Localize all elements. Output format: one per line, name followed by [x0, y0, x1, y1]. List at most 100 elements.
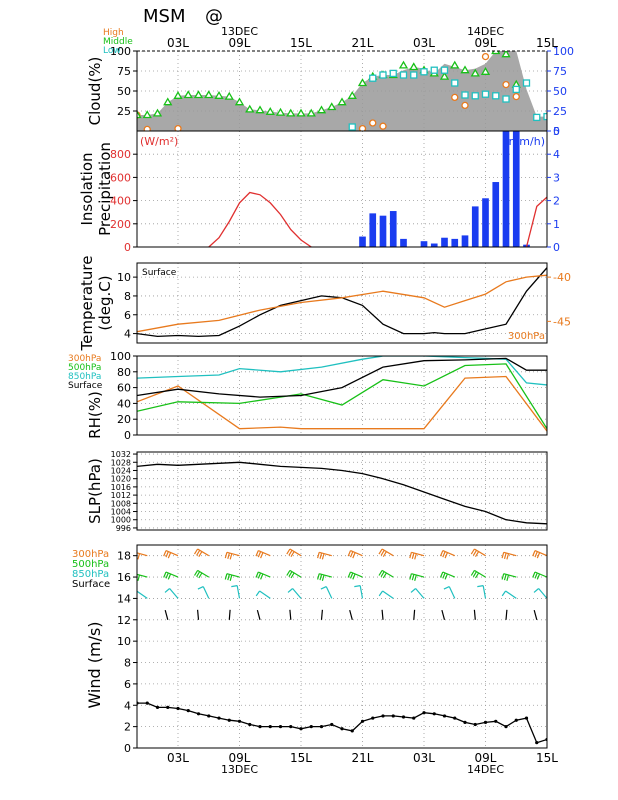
wind-barb-300hpa [255, 550, 271, 559]
y-tick-label: 0 [124, 429, 131, 442]
legend-low: Low [103, 46, 121, 56]
cloud-low-point [348, 123, 356, 131]
insol-frame [136, 130, 548, 248]
y-tick-label: 75 [117, 65, 131, 78]
y-tick-label: 50 [117, 85, 131, 98]
wind-speed-point [278, 725, 283, 729]
time-label: 15L [536, 36, 558, 50]
precip-bar [420, 241, 428, 247]
rh-legend-850hpa: 850hPa [68, 372, 101, 382]
time-label: 21L [352, 36, 374, 50]
wind-barb-surface [228, 609, 231, 620]
cloud-middle-point [296, 108, 306, 117]
date-label: 14DEC [467, 763, 504, 776]
wind-legend-850hpa: 850hPa [72, 569, 109, 580]
time-label: 15L [536, 751, 558, 765]
rh-panel: 0 20 40 60 80 100 300hPa500hPa850hPaSurfaceRH(… [68, 350, 548, 442]
y-axis-label: Precipitation [96, 142, 114, 236]
cloud-low-point [471, 92, 479, 100]
y-tick-label: 80 [117, 366, 131, 379]
date-label: 13DEC [221, 25, 258, 38]
precip-bar [502, 131, 510, 247]
cloud-middle-point [173, 91, 183, 99]
rh-frame [136, 355, 548, 436]
wind-barb-300hpa [286, 548, 302, 558]
cloud-low-point [440, 66, 449, 74]
cloud-middle-point [193, 90, 204, 99]
wind-barb-850hpa [287, 588, 302, 599]
y-tick-label: 1020 [111, 475, 131, 484]
wind-barb-500hpa [224, 573, 240, 581]
wind-speed-point [340, 727, 344, 731]
time-label: 03L [413, 751, 435, 765]
wind-speed-point [432, 712, 436, 716]
wind-barb-300hpa [224, 551, 240, 560]
cloud-low-point [420, 68, 428, 76]
wind-barb-300hpa [409, 551, 425, 560]
y-tick-label: 200 [110, 218, 131, 231]
cloud-high-point [174, 124, 182, 131]
y-tick-label: 12 [117, 614, 131, 627]
y-tick-label: 1012 [111, 491, 131, 500]
temp-right-tick-label: -40 [553, 271, 571, 284]
y-axis-label: SLP(hPa) [86, 458, 104, 524]
y-tick-label: 16 [117, 571, 131, 584]
y-tick-label: 4 [124, 328, 131, 341]
precip-bar [471, 206, 479, 247]
wind-barb-500hpa [378, 569, 394, 579]
cloud-plot-area [137, 51, 547, 131]
wind-barb-850hpa [410, 588, 425, 599]
y-axis-label: Temperature [78, 255, 96, 351]
cloud-high-point [461, 101, 469, 110]
y-tick-label: 6 [124, 309, 131, 322]
wind-speed-point [176, 706, 180, 711]
time-label: 03L [167, 751, 189, 765]
y-tick-label: 1028 [111, 458, 131, 467]
temp-line-surface [137, 267, 547, 338]
wind-speed-point [514, 718, 518, 722]
rh-legend-500hpa: 500hPa [68, 363, 101, 373]
wind-barb-300hpa [317, 551, 332, 560]
wind-barb-300hpa [501, 551, 517, 560]
wind-speed-point [504, 725, 508, 729]
wind-speed-point [473, 722, 477, 727]
y-tick-label: 10 [117, 635, 131, 648]
precip-bar [512, 131, 520, 247]
cloud-middle-point [398, 60, 409, 69]
wind-speed-point [207, 714, 211, 718]
precip-bar [461, 235, 469, 247]
cloud-low-point [481, 90, 490, 98]
precip-bar [430, 243, 438, 247]
wind-speed-point [483, 720, 488, 724]
wind-barb-surface [197, 609, 200, 620]
wind-barb-850hpa [354, 585, 364, 599]
cloud-middle-point [286, 108, 296, 117]
wind-speed-point [524, 716, 529, 720]
cloud-middle-point [337, 97, 347, 106]
wind-frame [136, 544, 548, 749]
wind-speed-line [137, 702, 547, 744]
cloud-low-point [399, 71, 408, 79]
insolation-precip-panel: 0 200 400 600 800 0 1 2 3 4 5 (W/m²) (mm/h) Insolatio… [78, 125, 560, 254]
chart-title: MSM [143, 6, 186, 27]
rh-line-300hpa [137, 375, 547, 432]
insolation-line [525, 196, 547, 247]
y2-tick-label: 100 [553, 45, 574, 58]
rh-legend-surface: Surface [68, 381, 103, 391]
precip-bar [369, 213, 377, 247]
y-tick-label: 40 [117, 397, 131, 410]
wind-barb-500hpa [193, 569, 210, 579]
y-tick-label: 1016 [111, 483, 131, 492]
slp-line [137, 461, 547, 525]
chart-location: @ [205, 6, 223, 27]
legend-middle: Middle [103, 37, 133, 47]
wind-barb-surface [349, 609, 353, 620]
wind-speed-point [350, 729, 354, 733]
y-tick-label: 800 [110, 148, 131, 161]
cloud-low-point [369, 74, 377, 82]
cloud-middle-point [327, 102, 337, 111]
wind-barb-500hpa [317, 573, 332, 581]
cloud-middle-point [163, 97, 173, 106]
y2-tick-label: 3 [553, 171, 560, 184]
